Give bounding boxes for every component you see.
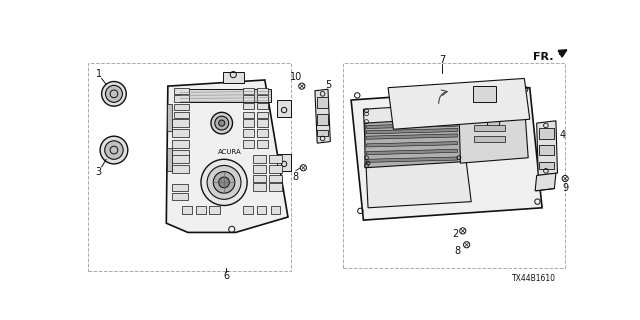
Bar	[243, 112, 254, 118]
Circle shape	[106, 85, 122, 102]
Circle shape	[102, 82, 126, 106]
Polygon shape	[367, 157, 458, 162]
Bar	[243, 95, 254, 101]
Bar	[172, 119, 189, 127]
Bar	[269, 183, 282, 191]
Bar	[473, 86, 496, 101]
Circle shape	[219, 177, 230, 188]
Bar	[539, 145, 554, 156]
Text: 4: 4	[560, 130, 566, 140]
Bar	[172, 140, 189, 148]
Bar	[196, 206, 206, 214]
Text: 7: 7	[439, 55, 445, 65]
Polygon shape	[166, 80, 288, 232]
Text: ACURA: ACURA	[218, 149, 241, 155]
Polygon shape	[367, 141, 458, 147]
Bar	[253, 156, 266, 163]
Bar	[209, 206, 220, 214]
Bar	[174, 104, 189, 110]
Bar	[257, 95, 268, 101]
Circle shape	[211, 112, 232, 134]
Bar	[344, 63, 565, 268]
Polygon shape	[367, 123, 458, 129]
Polygon shape	[367, 134, 458, 139]
Bar	[277, 100, 291, 117]
Bar	[223, 72, 244, 83]
Polygon shape	[367, 149, 458, 155]
Bar	[243, 206, 253, 214]
Circle shape	[207, 165, 241, 199]
Bar	[269, 156, 282, 163]
Bar	[474, 124, 505, 131]
Text: FR.: FR.	[533, 52, 554, 62]
Bar	[257, 129, 268, 137]
Bar	[253, 165, 266, 173]
Bar	[271, 206, 280, 214]
Bar	[317, 130, 328, 136]
Bar	[88, 63, 291, 271]
Bar	[167, 148, 172, 171]
Text: 5: 5	[325, 80, 331, 90]
Polygon shape	[367, 129, 458, 134]
Bar	[257, 103, 268, 109]
Circle shape	[219, 120, 225, 126]
Bar	[172, 129, 189, 137]
Bar	[172, 156, 189, 163]
Bar	[474, 136, 505, 142]
Text: 8: 8	[454, 246, 460, 256]
Bar	[174, 95, 189, 101]
Bar	[243, 88, 254, 94]
Bar	[243, 129, 254, 137]
Circle shape	[488, 117, 500, 129]
Polygon shape	[315, 89, 330, 143]
Bar	[253, 183, 266, 191]
Bar	[257, 112, 268, 118]
Bar	[167, 104, 172, 131]
Bar	[317, 114, 328, 124]
Circle shape	[105, 141, 123, 159]
Bar	[243, 119, 254, 127]
Bar	[269, 165, 282, 173]
Bar	[172, 150, 189, 158]
Text: 1: 1	[95, 69, 102, 79]
Bar	[257, 88, 268, 94]
Circle shape	[215, 116, 228, 130]
Circle shape	[100, 136, 128, 164]
Polygon shape	[351, 88, 542, 220]
Polygon shape	[535, 173, 556, 191]
Bar	[182, 206, 193, 214]
Polygon shape	[537, 121, 557, 175]
Bar	[269, 175, 282, 182]
Bar	[277, 154, 291, 171]
Bar	[174, 88, 189, 94]
Bar	[539, 162, 554, 169]
Bar	[243, 103, 254, 109]
Polygon shape	[459, 103, 528, 163]
Bar	[253, 175, 266, 182]
Bar	[243, 140, 254, 148]
Bar	[172, 184, 188, 191]
Text: 8: 8	[292, 172, 299, 182]
Text: 3: 3	[95, 167, 102, 177]
Bar	[317, 97, 328, 108]
Bar	[174, 112, 189, 118]
Bar	[172, 193, 188, 200]
Circle shape	[213, 172, 235, 193]
Text: 2: 2	[452, 229, 459, 239]
Circle shape	[201, 159, 247, 205]
Bar	[172, 165, 189, 173]
Polygon shape	[365, 118, 465, 168]
Text: 6: 6	[223, 271, 229, 281]
Polygon shape	[388, 78, 530, 129]
Bar	[539, 128, 554, 139]
Bar	[180, 89, 271, 101]
Text: TX44B1610: TX44B1610	[511, 274, 556, 283]
Text: 9: 9	[562, 183, 568, 193]
Text: 10: 10	[289, 72, 302, 82]
Bar	[257, 140, 268, 148]
Bar	[257, 206, 266, 214]
Polygon shape	[364, 103, 471, 208]
Bar	[257, 119, 268, 127]
